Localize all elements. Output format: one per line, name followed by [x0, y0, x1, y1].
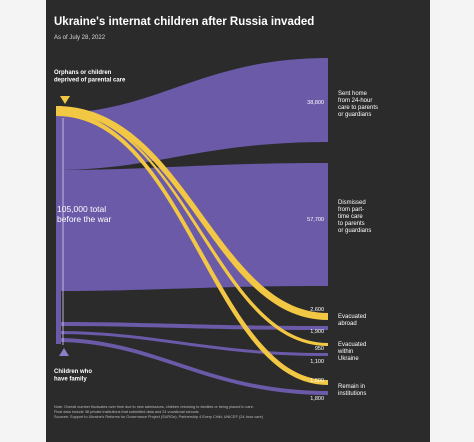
- page-subtitle: As of July 28, 2022: [54, 35, 106, 41]
- value-abroad-family: 1,900: [310, 329, 324, 335]
- outcome-dismissed: 57,700 Dismissed from part- time care to…: [307, 200, 371, 234]
- value-dismissed: 57,700: [307, 217, 324, 223]
- family-marker-triangle: [59, 348, 69, 356]
- value-within-orphans: 950: [315, 346, 324, 352]
- family-label: Children who have family: [54, 369, 94, 383]
- sankey-diagram: Orphans or children deprived of parental…: [54, 58, 380, 402]
- note-line: Note: Overall number fluctuates over tim…: [54, 405, 254, 409]
- footnotes: Note: Overall number fluctuates over tim…: [54, 405, 314, 420]
- label-sent-home: Sent home from 24-hour care to parents o…: [338, 91, 380, 118]
- label-abroad: Evacuated abroad: [338, 314, 368, 327]
- flow-family-abroad: [56, 322, 328, 330]
- flow-family-dismissed: [56, 163, 328, 291]
- outcome-evacuated-abroad: 2,600 1,900 Evacuated abroad: [310, 307, 368, 335]
- label-remain: Remain in institutions: [338, 384, 367, 397]
- outcome-remain: 1,600 1,800 Remain in institutions: [310, 378, 366, 402]
- value-remain-family: 1,800: [310, 396, 324, 402]
- outcome-sent-home: 38,800 Sent home from 24-hour care to pa…: [307, 91, 380, 118]
- orphans-source-bar: [56, 106, 62, 116]
- final-data-line: Final data include 38 private institutio…: [54, 410, 199, 414]
- orphans-label: Orphans or children deprived of parental…: [54, 70, 126, 84]
- family-source-bar: [56, 113, 61, 344]
- value-within-family: 1,100: [310, 359, 324, 365]
- label-dismissed: Dismissed from part- time care to parent…: [338, 200, 371, 234]
- label-within: Evacuated within Ukraine: [337, 342, 368, 362]
- page-title: Ukraine's internat children after Russia…: [54, 16, 315, 28]
- orphans-marker-triangle: [60, 96, 70, 104]
- value-sent-home: 38,800: [307, 100, 324, 106]
- value-remain-orphans: 1,600: [310, 378, 324, 384]
- sources-line: Sources: Support to Ukraine's Reforms fo…: [54, 415, 263, 419]
- value-abroad-orphans: 2,600: [310, 307, 324, 313]
- total-label: 105,000 total before the war: [57, 204, 112, 224]
- graphic-panel: Ukraine's internat children after Russia…: [46, 0, 430, 442]
- flow-family-within: [56, 331, 328, 356]
- orphan-flows: [56, 106, 328, 385]
- flow-family-remain: [56, 338, 328, 395]
- outcome-evacuated-within: 950 1,100 Evacuated within Ukraine: [310, 342, 368, 365]
- family-flows: [56, 58, 328, 395]
